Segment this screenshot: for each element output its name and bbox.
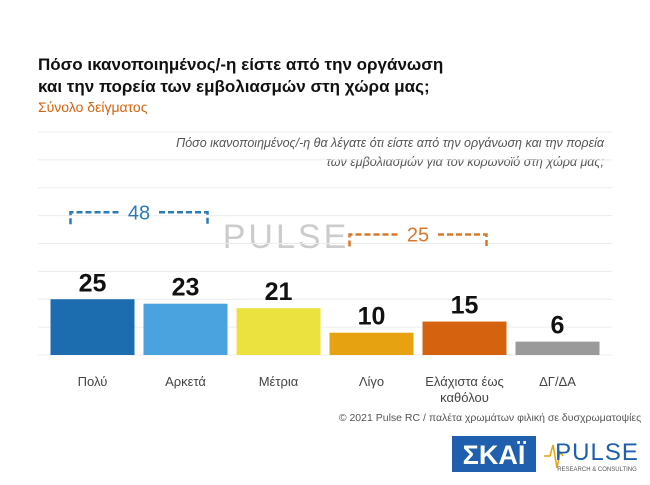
brand-logo-wave [544,444,564,469]
bar [236,308,321,355]
value-label: 6 [551,312,565,340]
x-tick-label: Πολύ [77,374,108,389]
group-bracket [69,211,119,225]
bar [515,341,600,355]
group-bracket [159,211,209,225]
bar [329,332,414,355]
brand-logo: PULSE [555,439,639,466]
group-bracket [438,233,488,247]
x-tick-label: Μέτρια [258,374,299,389]
brand-tagline: RESEARCH & CONSULTING [557,467,637,473]
bar [143,303,228,355]
watermark: PULSE [223,218,350,256]
bar [422,321,507,355]
x-tick-label: ΔΓ/ΔΑ [539,374,576,389]
x-tick-label: Λίγο [358,374,385,389]
broadcaster-logo: ΣΚΑΪ [463,440,527,470]
broadcaster-logo-box [452,436,536,472]
x-tick-label: Ελάχιστα έως καθόλου [425,374,504,405]
value-label: 15 [451,292,479,320]
value-label: 10 [358,303,386,331]
chart-title: και την πορεία των εμβολιασμών στη χώρα … [38,77,430,96]
x-tick-label: Αρκετά [165,374,206,389]
bar [50,299,135,355]
group-label: 25 [407,225,429,247]
group-bracket [348,233,398,247]
group-label: 48 [128,202,150,224]
question: των εμβολιασμών για τον κορωνοϊό στη χώρ… [326,155,604,169]
question: Πόσο ικανοποιημένος/-η θα λέγατε ότι είσ… [176,136,605,150]
footer: © 2021 Pulse RC / παλέτα χρωμάτων φιλική… [339,412,641,424]
chart-subtitle: Σύνολο δείγματος [38,99,148,115]
value-label: 25 [79,269,107,297]
value-label: 21 [265,278,293,306]
value-label: 23 [172,274,200,302]
chart-title: Πόσο ικανοποιημένος/-η είστε από την οργ… [38,55,443,74]
